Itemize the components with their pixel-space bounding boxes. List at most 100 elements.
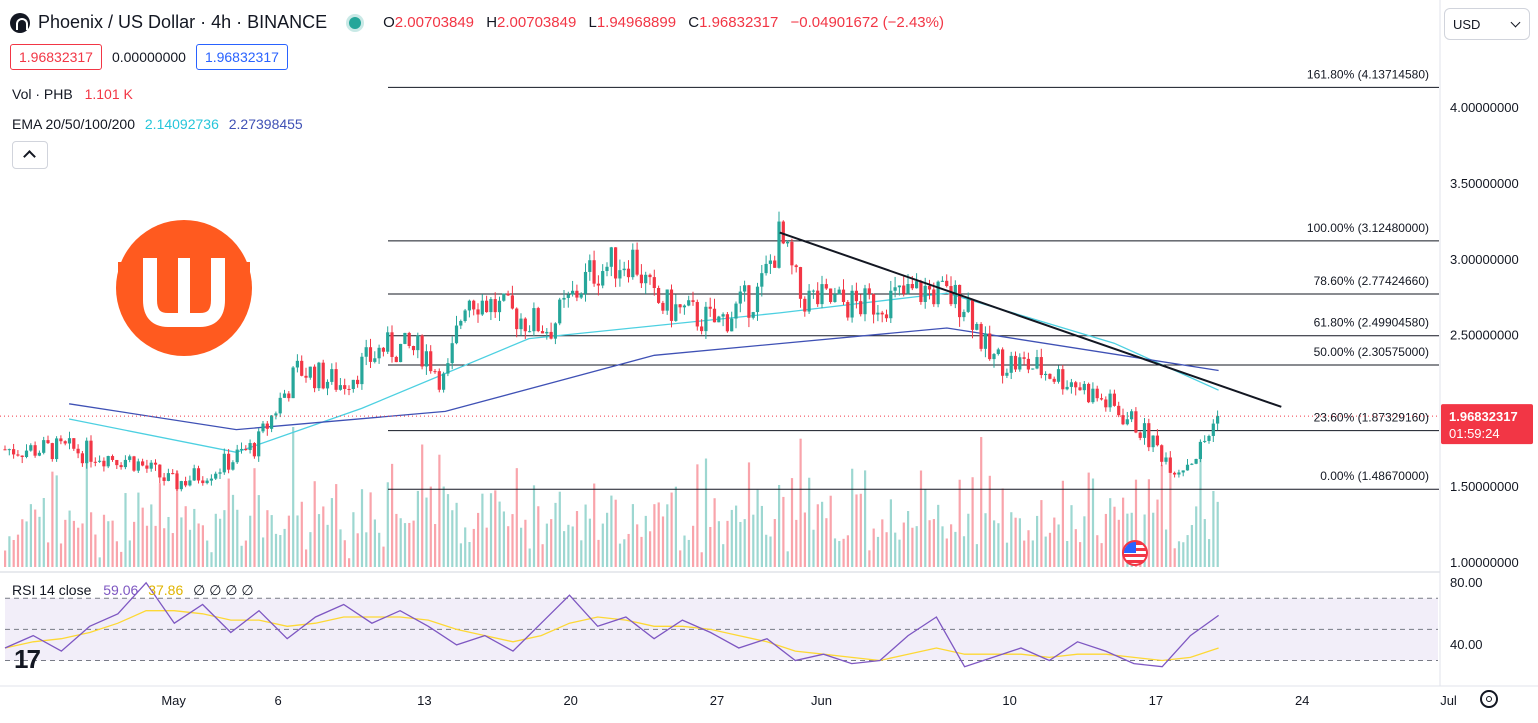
last-price-label: 1.96832317 <box>1449 409 1518 424</box>
candle-body <box>1082 383 1086 391</box>
candle-body <box>1091 388 1095 403</box>
sell-button[interactable]: 1.96832317 <box>10 44 102 70</box>
ohlc-readout: O2.00703849 H2.00703849 L1.94968899 C1.9… <box>383 14 944 31</box>
candle-body <box>1039 357 1043 376</box>
volume-bar <box>769 536 772 567</box>
candle-body <box>915 281 919 289</box>
rsi-legend[interactable]: RSI 14 close 59.06 37.86 ∅ ∅ ∅ ∅ <box>12 582 254 598</box>
volume-bar <box>1061 480 1064 567</box>
candle-body <box>910 284 914 289</box>
us-flag-icon[interactable] <box>1122 540 1148 566</box>
volume-bar <box>752 514 755 567</box>
volume-bar <box>326 524 329 567</box>
candle-body <box>1112 393 1116 406</box>
volume-bar <box>988 475 991 567</box>
volume-bar <box>193 508 196 567</box>
candle-body <box>175 473 179 490</box>
candle-body <box>158 464 162 478</box>
collapse-legend-button[interactable] <box>12 141 48 169</box>
volume-bar <box>292 427 295 567</box>
candle-body <box>588 260 592 272</box>
candle-body <box>59 438 63 442</box>
volume-bar <box>1027 530 1030 567</box>
candle-body <box>437 371 441 390</box>
price-tick-label: 2.50000000 <box>1450 328 1519 343</box>
candle-body <box>691 300 695 302</box>
currency-select[interactable]: USD <box>1444 8 1530 40</box>
volume-bar <box>335 484 338 567</box>
volume-legend[interactable]: Vol · PHB 1.101 K <box>12 86 133 102</box>
volume-bar <box>674 486 677 567</box>
candle-body <box>902 285 906 294</box>
candle-body <box>777 221 781 268</box>
candle-body <box>958 284 962 318</box>
symbol-title[interactable]: Phoenix / US Dollar · 4h · BINANCE <box>38 12 328 32</box>
volume-bar <box>1040 500 1043 567</box>
candle-body <box>665 289 669 311</box>
candle-body <box>394 356 398 363</box>
candle-body <box>424 351 428 367</box>
volume-bar <box>1177 541 1181 567</box>
candle-body <box>700 326 704 332</box>
volume-bar <box>399 518 402 567</box>
candle-body <box>945 280 949 287</box>
volume-bar <box>627 533 630 567</box>
volume-bar <box>541 544 544 567</box>
volume-bar <box>472 528 475 567</box>
volume-bar <box>902 522 905 567</box>
volume-bar <box>735 505 738 567</box>
tradingview-logo-icon[interactable]: 17 <box>14 644 41 674</box>
candle-body <box>89 440 93 462</box>
candle-body <box>1018 357 1022 370</box>
volume-bar <box>270 515 273 567</box>
volume-bar <box>141 507 144 567</box>
volume-bar <box>584 504 587 567</box>
candle-body <box>1087 383 1091 403</box>
candle-body <box>803 298 807 312</box>
time-tick-label: 24 <box>1295 693 1309 708</box>
volume-bar <box>128 540 131 567</box>
candle-body <box>1001 349 1005 376</box>
candle-body <box>1052 378 1056 382</box>
candle-body <box>592 260 596 284</box>
volume-bar <box>94 534 97 567</box>
volume-bar <box>1208 539 1211 567</box>
candle-body <box>1164 457 1168 462</box>
candle-body <box>368 347 373 362</box>
volume-bar <box>692 525 695 567</box>
candle-body <box>906 284 910 294</box>
ema-legend[interactable]: EMA 20/50/100/200 2.14092736 2.27398455 <box>12 116 303 132</box>
volume-bar <box>563 531 566 567</box>
candle-body <box>966 299 970 312</box>
volume-bar <box>649 531 652 567</box>
candle-body <box>162 477 166 481</box>
candle-body <box>979 323 983 349</box>
candle-body <box>450 343 454 364</box>
candle-body <box>145 465 149 469</box>
candle-body <box>416 335 420 351</box>
candle-body <box>532 308 536 332</box>
buy-button[interactable]: 1.96832317 <box>195 44 288 70</box>
volume-bar <box>150 504 153 567</box>
candle-body <box>583 271 588 294</box>
candle-body <box>454 325 459 344</box>
volume-bar <box>679 550 682 567</box>
volume-bar <box>1160 464 1163 567</box>
candle-body <box>261 423 265 432</box>
volume-bar <box>1100 543 1103 567</box>
settings-gear-icon[interactable] <box>1480 690 1498 708</box>
volume-bar <box>786 551 789 567</box>
candle-body <box>291 367 295 399</box>
candle-body <box>278 397 282 414</box>
volume-value: 1.101 K <box>84 86 133 102</box>
candle-body <box>196 468 201 481</box>
volume-bar <box>838 541 841 567</box>
volume-bar <box>932 519 935 567</box>
volume-bar <box>107 521 110 567</box>
volume-bar <box>1130 512 1133 567</box>
volume-bar <box>864 470 867 567</box>
trade-panel: 1.96832317 0.00000000 1.96832317 <box>10 44 288 70</box>
volume-bar <box>1134 479 1138 567</box>
candle-body <box>1117 405 1121 416</box>
